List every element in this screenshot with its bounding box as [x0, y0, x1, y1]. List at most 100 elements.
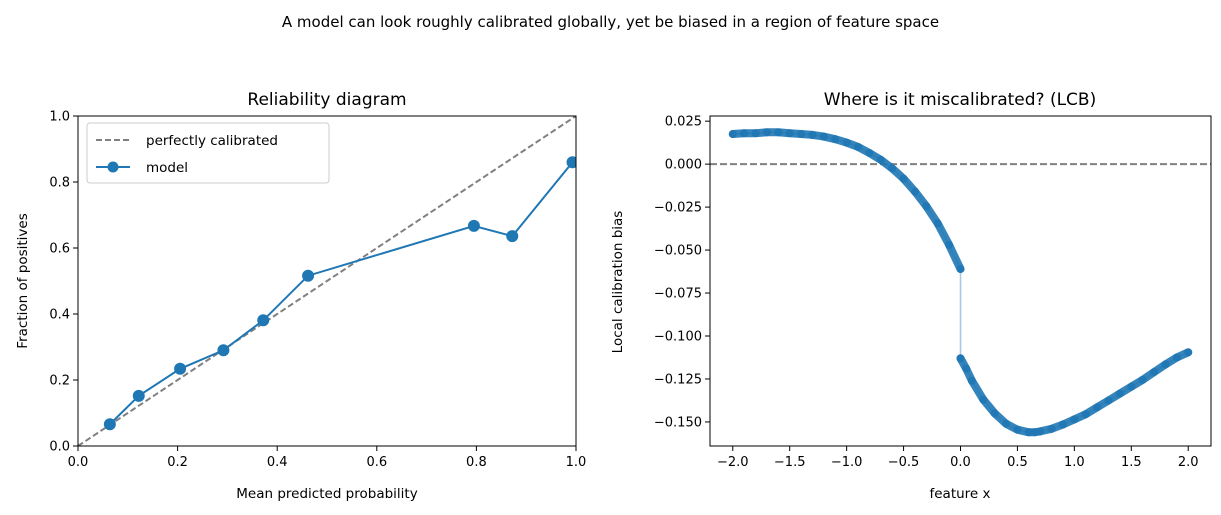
lcb-data-point — [1184, 348, 1193, 357]
reliability-y-axis-label: Fraction of positives — [15, 213, 31, 348]
lcb-x-tick-label: 0.0 — [950, 455, 971, 470]
legend-label-model: model — [146, 160, 188, 176]
lcb-data-point — [797, 130, 806, 139]
model-data-point — [132, 389, 145, 402]
lcb-data-point — [899, 174, 908, 183]
lcb-data-point — [1002, 419, 1011, 428]
lcb-data-point — [854, 142, 863, 151]
lcb-data-point — [762, 128, 771, 137]
lcb-data-point — [819, 132, 828, 141]
lcb-data-point — [1161, 360, 1170, 369]
reliability-x-tick-label: 0.8 — [466, 455, 487, 470]
reliability-x-tick-label: 0.0 — [68, 455, 89, 470]
lcb-data-point — [979, 395, 988, 404]
reliability-y-tick-label: 0.2 — [49, 374, 70, 389]
lcb-data-point — [1150, 368, 1159, 377]
model-data-point — [217, 344, 230, 357]
lcb-x-axis-label: feature x — [929, 486, 990, 502]
model-data-point — [506, 230, 519, 243]
lcb-x-tick-label: 0.5 — [1007, 455, 1028, 470]
reliability-y-tick-label: 0.0 — [49, 440, 70, 455]
model-data-point — [467, 219, 480, 232]
lcb-chart-title: Where is it miscalibrated? (LCB) — [824, 90, 1096, 110]
lcb-data-point — [728, 130, 737, 139]
lcb-data-point — [831, 135, 840, 144]
lcb-x-tick-label: 1.5 — [1121, 455, 1142, 470]
legend-label-perfectly-calibrated: perfectly calibrated — [146, 133, 278, 149]
lcb-axes-frame — [709, 115, 1212, 447]
lcb-data-point — [876, 155, 885, 164]
reliability-x-axis-label: Mean predicted probability — [236, 486, 417, 502]
lcb-data-point — [865, 148, 874, 157]
lcb-data-point — [808, 130, 817, 139]
lcb-data-point — [945, 240, 954, 249]
lcb-data-point — [956, 264, 965, 273]
lcb-data-point — [740, 129, 749, 138]
lcb-y-tick-label: −0.075 — [654, 287, 702, 302]
lcb-x-tick-label: −0.5 — [888, 455, 920, 470]
lcb-data-point — [962, 364, 971, 373]
reliability-plot-area: 0.0 0.2 0.4 0.6 0.8 1.0 0.0 0.2 0.4 0.6 0.8 1.0 — [49, 110, 586, 471]
reliability-y-tick-label: 1.0 — [49, 110, 70, 125]
lcb-y-tick-label: −0.150 — [654, 415, 702, 430]
lcb-y-tick-label: −0.100 — [654, 330, 702, 345]
lcb-y-tick-label: −0.025 — [654, 201, 702, 216]
figure-suptitle: A model can look roughly calibrated glob… — [282, 13, 939, 31]
lcb-data-point — [1013, 425, 1022, 434]
model-data-point — [174, 362, 187, 375]
lcb-data-point — [1036, 427, 1045, 436]
reliability-x-tick-label: 0.4 — [267, 455, 288, 470]
lcb-data-point — [751, 129, 760, 138]
lcb-y-axis-label: Local calibration bias — [610, 211, 626, 354]
lcb-data-point — [922, 202, 931, 211]
lcb-data-point — [1104, 396, 1113, 405]
lcb-x-tick-label: −1.5 — [774, 455, 806, 470]
lcb-data-point — [1138, 375, 1147, 384]
reliability-x-tick-label: 1.0 — [566, 455, 587, 470]
lcb-x-tick-label: 1.0 — [1064, 455, 1085, 470]
lcb-data-point — [1047, 424, 1056, 433]
lcb-data-point — [1024, 428, 1033, 437]
reliability-legend: perfectly calibrated model — [86, 122, 330, 184]
lcb-data-point — [785, 129, 794, 138]
lcb-data-point — [842, 138, 851, 147]
lcb-panel: Where is it miscalibrated? (LCB) feature… — [610, 90, 1212, 502]
lcb-data-point — [1070, 415, 1079, 424]
lcb-data-point — [956, 354, 965, 363]
lcb-y-tick-label: −0.050 — [654, 244, 702, 259]
reliability-y-tick-label: 0.4 — [49, 308, 70, 323]
lcb-data-point — [888, 164, 897, 173]
reliability-x-tick-label: 0.2 — [167, 455, 188, 470]
lcb-plot-area: −2.0 −1.5 −1.0 −0.5 0.0 0.5 1.0 1.5 2.0 0.025 0.00… — [654, 115, 1211, 470]
legend-model-marker-swatch — [107, 161, 119, 173]
reliability-x-tick-label: 0.6 — [366, 455, 387, 470]
legend-frame — [86, 122, 330, 184]
lcb-data-point — [1093, 403, 1102, 412]
lcb-data-point — [1115, 389, 1124, 398]
reliability-series-group — [78, 116, 576, 446]
lcb-y-tick-label: 0.025 — [665, 115, 702, 130]
model-data-point — [566, 156, 576, 169]
model-data-point — [302, 269, 315, 282]
reliability-diagram-panel: Reliability diagram Mean predicted proba… — [15, 90, 586, 502]
model-data-point — [257, 314, 270, 327]
lcb-data-point — [910, 187, 919, 196]
lcb-data-point — [1172, 353, 1181, 362]
lcb-data-point — [990, 409, 999, 418]
lcb-data-point — [1127, 382, 1136, 391]
lcb-data-point — [774, 128, 783, 137]
lcb-y-tick-label: 0.000 — [665, 158, 702, 173]
reliability-y-tick-label: 0.8 — [49, 176, 70, 191]
model-data-point — [103, 418, 116, 431]
lcb-data-point — [967, 376, 976, 385]
lcb-x-tick-label: −2.0 — [717, 455, 749, 470]
reliability-axes-frame — [77, 115, 577, 447]
lcb-data-point — [1081, 410, 1090, 419]
lcb-x-tick-label: 2.0 — [1178, 455, 1199, 470]
lcb-x-tick-label: −1.0 — [831, 455, 863, 470]
reliability-y-tick-label: 0.6 — [49, 242, 70, 257]
lcb-y-tick-label: −0.125 — [654, 372, 702, 387]
reliability-chart-title: Reliability diagram — [247, 90, 406, 110]
perfect-calibration-line — [78, 116, 576, 446]
